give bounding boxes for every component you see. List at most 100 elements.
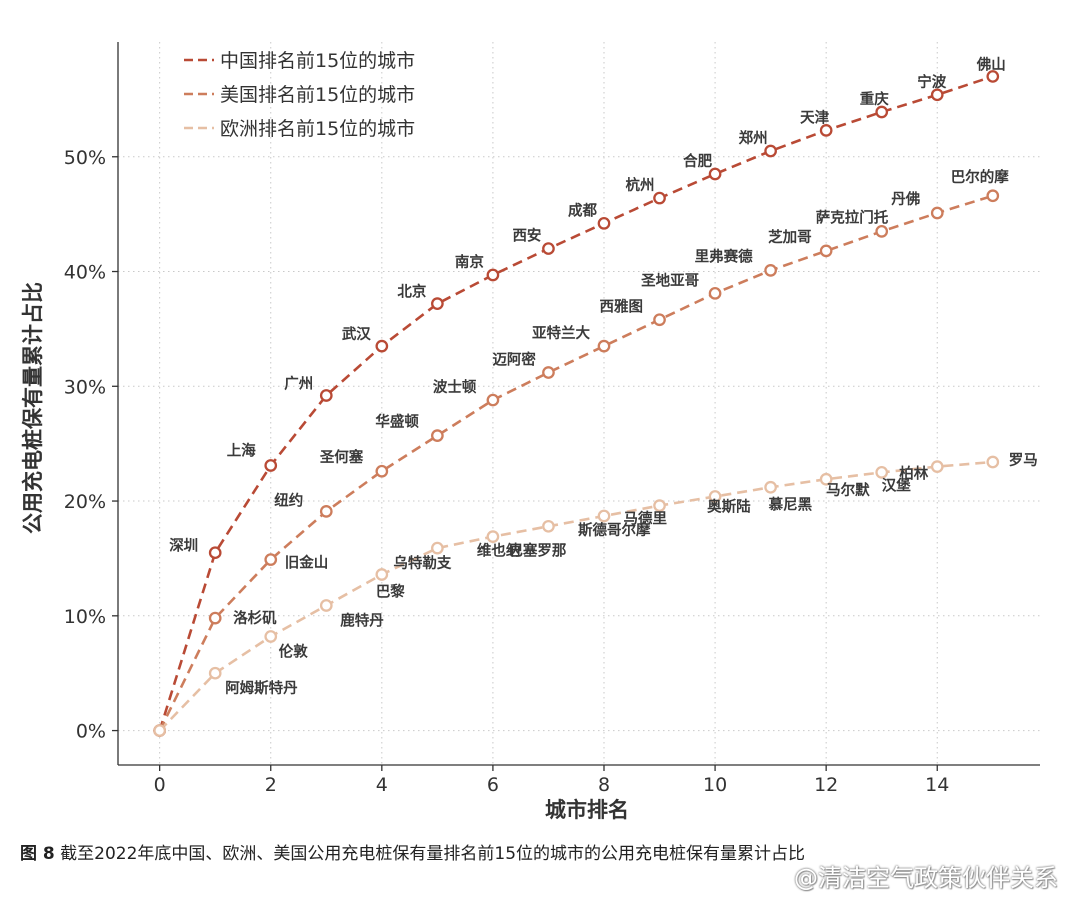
city-label: 宁波: [917, 73, 946, 91]
data-point-1: [486, 393, 500, 407]
city-label: 重庆: [860, 90, 889, 108]
data-point-1: [708, 286, 722, 300]
legend-label-1: 美国排名前15位的城市: [220, 84, 415, 106]
city-label: 郑州: [739, 129, 768, 147]
data-point-2: [264, 630, 278, 643]
city-label: 慕尼黑: [769, 495, 813, 513]
y-tick-label: 30%: [64, 376, 106, 398]
data-point-2: [875, 466, 889, 479]
data-point-1: [542, 366, 555, 379]
data-point-0: [875, 105, 889, 119]
x-tick-label: 2: [265, 774, 277, 796]
data-point-0: [764, 144, 777, 158]
city-label: 圣何塞: [319, 448, 364, 466]
y-axis-title: 公用充电桩保有量累计占比: [21, 282, 45, 534]
x-tick-label: 0: [154, 774, 166, 796]
data-point-0: [264, 459, 278, 472]
data-point-1: [319, 505, 333, 518]
data-point-2: [431, 541, 444, 555]
city-label: 北京: [397, 283, 426, 301]
data-point-1: [875, 225, 889, 238]
data-point-0: [986, 70, 1000, 83]
legend-label-2: 欧洲排名前15位的城市: [220, 118, 415, 140]
city-label: 阿姆斯特丹: [225, 679, 298, 697]
data-point-1: [764, 264, 777, 277]
x-tick-label: 10: [703, 774, 727, 796]
city-label: 维也纳: [477, 542, 521, 560]
city-label: 圣地亚哥: [640, 271, 699, 289]
data-point-2: [542, 519, 555, 533]
data-point-2: [375, 568, 389, 581]
data-point-0: [653, 191, 666, 205]
data-point-0: [375, 339, 389, 353]
city-label: 波士顿: [433, 378, 477, 396]
data-point-2: [708, 490, 722, 503]
city-label: 洛杉矶: [233, 609, 277, 627]
x-tick-label: 4: [376, 774, 388, 796]
x-tick-label: 14: [925, 774, 949, 796]
city-label: 奥斯陆: [707, 497, 751, 515]
data-point-2: [153, 724, 167, 737]
data-point-1: [819, 244, 833, 258]
city-label: 罗马: [1009, 452, 1038, 469]
city-label: 汉堡: [882, 476, 911, 494]
city-label: 马德里: [624, 510, 668, 528]
city-label: 旧金山: [285, 554, 329, 572]
data-point-2: [486, 530, 500, 543]
city-label: 纽约: [274, 491, 303, 509]
city-label: 巴尔的摩: [951, 168, 1009, 186]
y-tick-label: 10%: [64, 606, 106, 628]
city-label: 广州: [284, 374, 313, 392]
city-label: 合肥: [682, 152, 712, 170]
legend-label-0: 中国排名前15位的城市: [220, 50, 415, 72]
data-point-1: [653, 313, 666, 327]
data-point-1: [930, 206, 944, 220]
y-tick-label: 20%: [64, 491, 106, 513]
data-point-0: [597, 216, 611, 230]
data-point-2: [319, 599, 333, 612]
caption-text: 截至2022年底中国、欧洲、美国公用充电桩保有量排名前15位的城市的公用充电桩保…: [60, 844, 806, 864]
data-point-2: [208, 666, 222, 680]
figure-label: 图 8: [20, 844, 55, 864]
data-point-1: [375, 464, 389, 478]
city-label: 西雅图: [600, 298, 644, 316]
city-label: 柏林: [899, 465, 928, 483]
watermark: @清洁空气政策伙伴关系: [794, 864, 1058, 892]
city-label: 上海: [227, 441, 256, 459]
city-label: 华盛顿: [375, 413, 419, 431]
data-point-0: [930, 88, 944, 102]
x-tick-label: 8: [598, 774, 610, 796]
city-label: 深圳: [169, 537, 198, 555]
data-point-0: [542, 242, 555, 255]
x-tick-label: 12: [814, 774, 838, 796]
y-tick-label: 0%: [76, 721, 106, 743]
x-tick-label: 6: [487, 774, 499, 796]
data-point-1: [431, 429, 444, 442]
data-point-2: [819, 472, 833, 486]
data-point-1: [208, 611, 222, 625]
city-label: 武汉: [342, 325, 371, 343]
data-point-2: [930, 460, 944, 473]
y-tick-label: 50%: [64, 147, 106, 169]
city-label: 斯德哥尔摩: [578, 521, 651, 539]
city-label: 伦敦: [279, 642, 308, 660]
series-layer: [153, 70, 1000, 737]
city-label: 杭州: [626, 176, 655, 194]
data-point-2: [653, 499, 666, 512]
x-axis-title: 城市排名: [545, 798, 629, 822]
grid-lines: [118, 42, 1040, 765]
data-point-1: [986, 189, 1000, 203]
city-label: 成都: [568, 201, 597, 219]
data-point-0: [431, 297, 444, 311]
data-point-0: [708, 167, 722, 181]
data-point-0: [208, 546, 222, 560]
city-label: 乌特勒支: [393, 554, 451, 572]
axes: 0 2 4 6 8 10 12 14 0% 10% 20% 30% 40% 50%: [64, 42, 1040, 796]
city-label: 南京: [455, 253, 484, 271]
city-label: 佛山: [976, 55, 1006, 73]
data-point-1: [264, 553, 278, 566]
city-label: 丹佛: [891, 190, 920, 208]
y-tick-label: 40%: [64, 262, 106, 284]
series-line-2: [158, 460, 993, 732]
